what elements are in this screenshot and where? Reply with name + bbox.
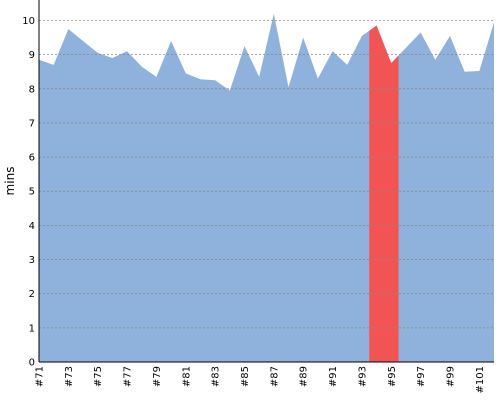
y-tick-label: 7 <box>29 118 35 129</box>
y-tick-label: 8 <box>29 84 35 95</box>
x-tick-label: #73 <box>64 366 75 387</box>
y-tick-label: 3 <box>29 255 35 266</box>
y-tick-label: 6 <box>29 153 35 164</box>
y-tick-label: 0 <box>29 358 35 369</box>
x-tick-label: #101 <box>475 366 486 393</box>
y-axis-title: mins <box>3 167 17 196</box>
y-tick-label: 10 <box>22 16 35 27</box>
highlight-area <box>369 25 399 362</box>
x-tick-label: #89 <box>299 366 310 387</box>
y-tick-label: 9 <box>29 50 35 61</box>
series-area <box>39 13 494 363</box>
x-tick-label: #71 <box>35 366 46 387</box>
x-tick-label: #93 <box>357 366 368 387</box>
y-tick-label: 5 <box>29 187 35 198</box>
x-tick-label: #91 <box>328 366 339 387</box>
x-tick-label: #77 <box>123 366 134 387</box>
x-tick-label: #83 <box>211 366 222 387</box>
x-tick-label: #85 <box>240 366 251 387</box>
x-tick-label: #81 <box>181 366 192 387</box>
x-tick-label: #95 <box>387 366 398 387</box>
x-tick-label: #99 <box>445 366 456 387</box>
y-tick-label: 2 <box>29 289 35 300</box>
x-tick-label: #75 <box>93 366 104 387</box>
x-tick-label: #97 <box>416 366 427 387</box>
x-tick-label: #79 <box>152 366 163 387</box>
y-tick-label: 4 <box>29 221 35 232</box>
y-tick-label: 1 <box>29 323 35 334</box>
x-tick-label: #87 <box>269 366 280 387</box>
